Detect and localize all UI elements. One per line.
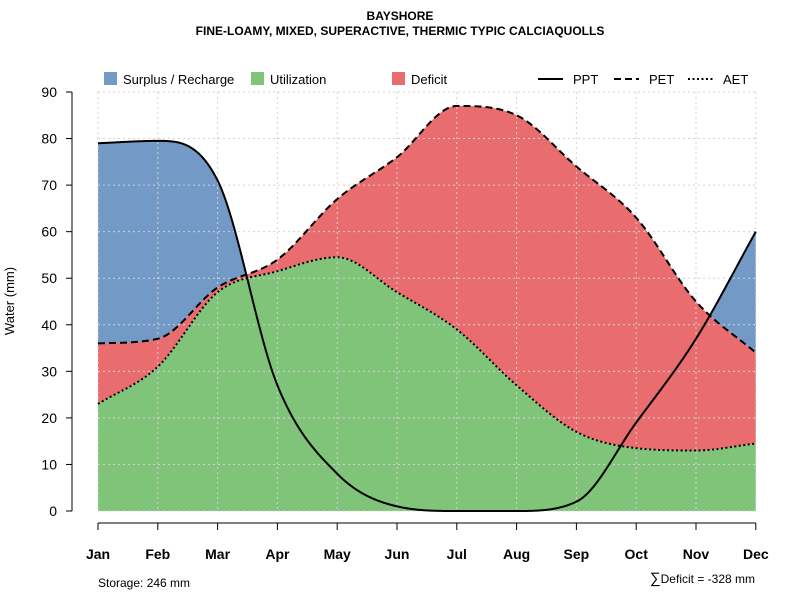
- x-tick-label: Jul: [447, 546, 467, 562]
- chart-title: BAYSHORE: [366, 9, 434, 23]
- y-tick-label: 10: [41, 456, 57, 472]
- utilization-area: [98, 257, 756, 511]
- x-tick-label: Apr: [265, 546, 290, 562]
- y-axis-title: Water (mm): [2, 267, 17, 335]
- y-tick-label: 60: [41, 224, 57, 240]
- ppt-line: [97, 139, 757, 512]
- legend-label: Surplus / Recharge: [123, 72, 234, 87]
- y-tick-label: 30: [41, 363, 57, 379]
- x-tick-label: Oct: [625, 546, 649, 562]
- x-tick-label: Feb: [145, 546, 170, 562]
- pet-line: [97, 104, 757, 354]
- y-axis: 0 10 20 30 40 50 60 70 80 90 Water (mm): [2, 84, 73, 519]
- legend-label: PET: [649, 72, 674, 87]
- y-tick-label: 80: [41, 131, 57, 147]
- x-tick-label: Jun: [385, 546, 410, 562]
- legend-label: Deficit: [411, 72, 448, 87]
- y-tick-label: 0: [49, 503, 57, 519]
- y-tick-label: 50: [41, 270, 57, 286]
- y-tick-label: 20: [41, 410, 57, 426]
- x-tick-label: Sep: [564, 546, 590, 562]
- x-tick-label: Nov: [683, 546, 710, 562]
- deficit-value: Deficit = -328 mm: [660, 572, 755, 586]
- storage-label: Storage: 246 mm: [98, 576, 191, 590]
- x-tick-label: Mar: [205, 546, 230, 562]
- x-tick-label: May: [324, 546, 351, 562]
- x-tick-label: Dec: [743, 546, 769, 562]
- legend-label: AET: [723, 72, 748, 87]
- y-tick-label: 90: [41, 84, 57, 100]
- legend-swatch: [251, 72, 264, 85]
- y-tick-label: 40: [41, 317, 57, 333]
- sum-symbol: ∑: [649, 570, 661, 587]
- chart-subtitle: FINE-LOAMY, MIXED, SUPERACTIVE, THERMIC …: [195, 24, 605, 38]
- aet-line: [97, 256, 756, 452]
- x-tick-label: Jan: [86, 546, 110, 562]
- legend-swatch: [392, 72, 405, 85]
- legend-label: PPT: [573, 72, 598, 87]
- legend-label: Utilization: [270, 72, 326, 87]
- legend-swatch: [104, 72, 117, 85]
- deficit-area: [98, 105, 756, 451]
- legend: Surplus / Recharge Utilization Deficit PPT P…: [104, 72, 748, 87]
- surplus-recharge-area: [98, 105, 756, 353]
- x-tick-label: Aug: [503, 546, 530, 562]
- y-tick-label: 70: [41, 177, 57, 193]
- deficit-label: ∑Deficit = -328 mm: [650, 570, 755, 587]
- x-axis: Jan Feb Mar Apr May Jun Jul Aug Sep Oct Nov Dec: [86, 522, 769, 562]
